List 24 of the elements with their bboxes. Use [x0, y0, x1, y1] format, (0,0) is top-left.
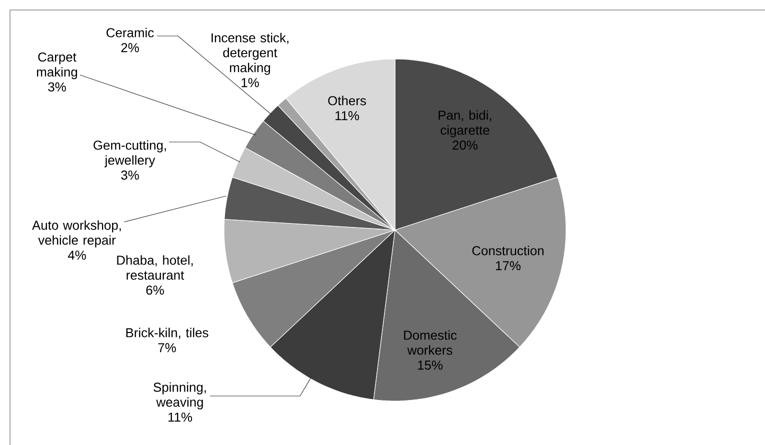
slice-label: Incense stick, detergent making — [212, 32, 288, 75]
slice-label: Dhaba, hotel, restaurant — [117, 255, 193, 280]
data-label: 15% — [418, 360, 443, 370]
data-label: 7% — [158, 343, 176, 352]
data-label: 3% — [48, 82, 66, 92]
slice-label: Auto workshop, vehicle repair — [32, 220, 121, 248]
data-label: 3% — [121, 170, 139, 180]
data-label: 2% — [121, 43, 139, 52]
data-label: 6% — [146, 286, 164, 295]
slice-label: Pan, bidi, cigarette — [438, 110, 492, 138]
slice-label: Brick-kiln, tiles — [126, 328, 208, 339]
data-label: 17% — [496, 261, 521, 270]
data-label: 11% — [168, 412, 192, 422]
slice-label: Others — [328, 96, 366, 106]
slice-label: Carpet making — [36, 52, 78, 80]
slice-label: Domestic workers — [404, 330, 457, 355]
data-label: 11% — [336, 111, 360, 120]
data-label: 20% — [452, 140, 478, 150]
slice-label: Spinning, weaving — [154, 382, 206, 410]
slice-label: Construction — [472, 246, 544, 256]
slice-label: Ceramic — [106, 28, 154, 38]
data-label: 1% — [242, 78, 259, 88]
slice-label: Gem-cutting, jewellery — [94, 140, 166, 168]
data-label: 4% — [68, 250, 86, 260]
